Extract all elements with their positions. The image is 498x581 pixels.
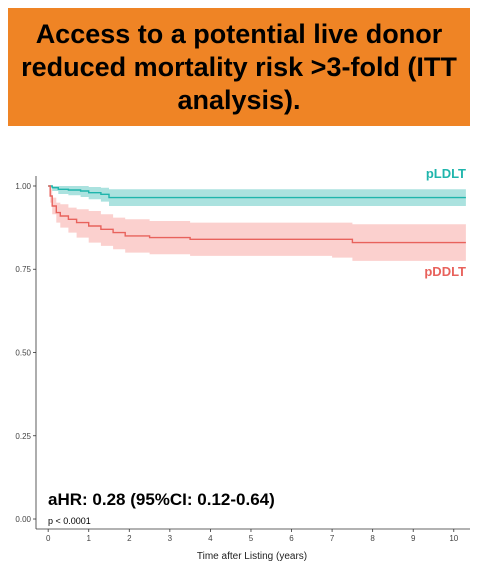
x-tick-label: 3 xyxy=(168,534,173,543)
x-tick-label: 0 xyxy=(46,534,51,543)
y-tick-label: 0.75 xyxy=(15,265,31,274)
survival-line-pldlt xyxy=(48,185,466,199)
x-axis-title: Time after Listing (years) xyxy=(197,551,307,562)
hazard-ratio-annotation: aHR: 0.28 (95%CI: 0.12-0.64) xyxy=(48,490,275,509)
y-tick-label: 0.25 xyxy=(15,432,31,441)
x-tick-label: 7 xyxy=(330,534,335,543)
x-tick-label: 1 xyxy=(87,534,92,543)
banner-title: Access to a potential live donor reduced… xyxy=(21,18,457,115)
title-banner: Access to a potential live donor reduced… xyxy=(8,8,470,126)
x-tick-label: 8 xyxy=(370,534,375,543)
x-tick-label: 4 xyxy=(208,534,213,543)
x-tick-label: 6 xyxy=(289,534,294,543)
survival-curves xyxy=(48,185,466,244)
survival-chart: 0.00 0.25 0.50 0.75 1.00 0 1 2 3 4 5 6 7 8 9 10 pLDLT p… xyxy=(15,166,470,562)
p-value-annotation: p < 0.0001 xyxy=(48,516,91,526)
series-label-pldlt: pLDLT xyxy=(426,166,466,181)
x-tick-label: 9 xyxy=(411,534,416,543)
y-tick-label: 0.50 xyxy=(15,349,31,358)
y-tick-label: 1.00 xyxy=(15,182,31,191)
y-tick-label: 0.00 xyxy=(15,515,31,524)
x-tick-label: 2 xyxy=(127,534,132,543)
x-tick-label: 5 xyxy=(249,534,254,543)
ci-band-pldlt xyxy=(48,186,466,206)
survival-line-pddlt xyxy=(48,185,466,244)
chart-axes: 0.00 0.25 0.50 0.75 1.00 0 1 2 3 4 5 6 7 8 9 10 xyxy=(15,176,470,543)
series-label-pddlt: pDDLT xyxy=(424,264,466,279)
x-tick-label: 10 xyxy=(449,534,458,543)
